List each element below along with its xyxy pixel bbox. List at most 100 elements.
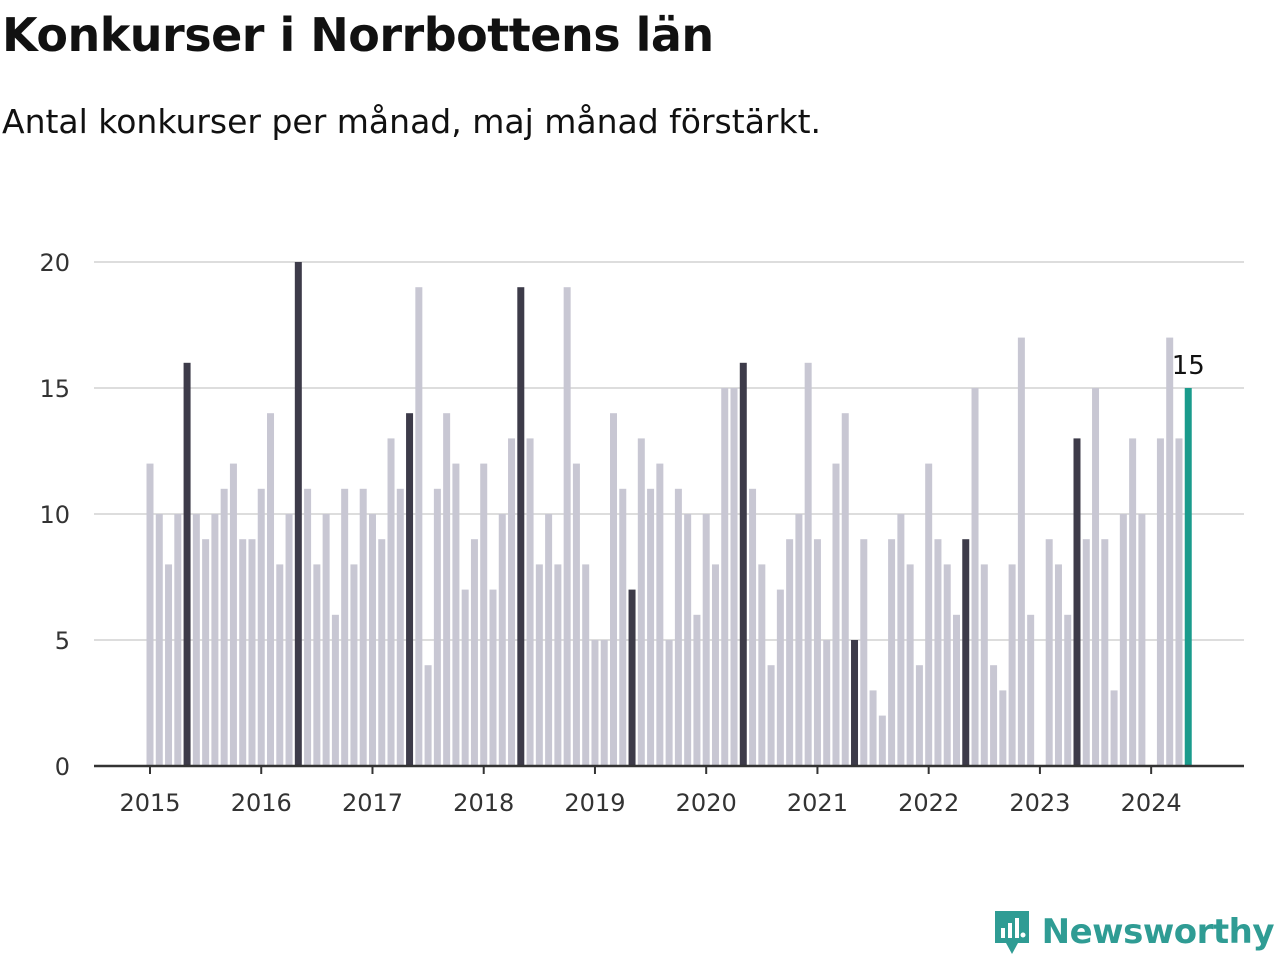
newsworthy-logo-icon [994,911,1029,954]
bar-2023-09 [1110,690,1118,766]
bar-2017-01 [368,514,376,766]
bar-2018-10 [563,287,571,766]
bar-2016-06 [304,488,312,766]
bar-2021-12 [915,665,923,766]
bar-2023-08 [1101,539,1109,766]
chart-subtitle: Antal konkurser per månad, maj månad för… [2,102,822,141]
bar-2016-10 [341,488,349,766]
bar-2019-10 [674,488,682,766]
bar-2022-12 [1027,614,1035,766]
bar-2019-07 [647,488,655,766]
x-tick-label: 2023 [1009,789,1070,817]
bar-2018-04 [508,438,516,766]
bar-2020-12 [804,362,812,766]
bar-2015-03 [165,564,173,766]
bar-2020-01 [702,514,710,766]
bar-2018-08 [545,514,553,766]
bar-2022-10 [1008,564,1016,766]
bar-2021-09 [888,539,896,766]
bar-2018-06 [526,438,534,766]
bar-2022-06 [971,388,979,766]
bar-2024-03 [1166,337,1174,766]
bar-2018-11 [572,463,580,766]
bar-2019-05 [628,589,636,766]
bar-2015-12 [248,539,256,766]
bar-2016-12 [359,488,367,766]
bar-2022-09 [999,690,1007,766]
bar-2015-07 [202,539,210,766]
bar-2017-10 [452,463,460,766]
bar-2017-08 [433,488,441,766]
bar-2020-10 [786,539,794,766]
bar-2015-09 [220,488,228,766]
brand-name: Newsworthy [1041,912,1275,952]
bar-2020-07 [758,564,766,766]
bar-2016-04 [285,514,293,766]
x-tick-label: 2018 [453,789,514,817]
bar-2017-05 [406,413,414,766]
bar-2022-03 [943,564,951,766]
bar-2023-10 [1119,514,1127,766]
bar-2017-12 [470,539,478,766]
bar-2017-07 [424,665,432,766]
bar-2022-02 [934,539,942,766]
bar-2019-01 [591,640,599,766]
latest-value-label: 15 [1172,351,1205,381]
y-tick-label: 10 [39,501,70,529]
x-tick-label: 2020 [676,789,737,817]
bar-2022-05 [962,539,970,766]
bar-2023-06 [1082,539,1090,766]
bar-2016-07 [313,564,321,766]
bar-2021-07 [869,690,877,766]
bar-2015-02 [155,514,163,766]
x-tick-label: 2021 [787,789,848,817]
bar-2019-02 [600,640,608,766]
bar-2020-04 [730,388,738,766]
brand-logo[interactable]: Newsworthy [992,908,1275,956]
bar-2018-12 [582,564,590,766]
bar-2019-09 [665,640,673,766]
bar-2020-11 [795,514,803,766]
bar-2016-11 [350,564,358,766]
bar-2017-02 [378,539,386,766]
bar-2016-05 [294,262,302,766]
bar-2022-04 [952,614,960,766]
bar-2020-08 [767,665,775,766]
x-tick-label: 2015 [119,789,180,817]
bar-2018-01 [480,463,488,766]
bar-2021-05 [851,640,859,766]
bar-2021-10 [897,514,905,766]
bar-2022-11 [1017,337,1025,766]
bar-2023-04 [1064,614,1072,766]
bar-2018-02 [489,589,497,766]
bar-2024-02 [1156,438,1164,766]
chart-title: Konkurser i Norrbottens län [2,8,714,62]
bar-2018-07 [535,564,543,766]
bar-2021-03 [832,463,840,766]
bar-2020-03 [721,388,729,766]
y-tick-label: 5 [55,627,70,655]
bar-2015-06 [192,514,200,766]
bar-2023-05 [1073,438,1081,766]
bar-2023-02 [1045,539,1053,766]
x-tick-label: 2017 [342,789,403,817]
bar-2024-05 [1184,388,1192,766]
bar-2021-02 [823,640,831,766]
bar-2017-04 [396,488,404,766]
bar-2019-12 [693,614,701,766]
bar-2015-05 [183,362,191,766]
bar-2018-03 [498,514,506,766]
bar-2024-04 [1175,438,1183,766]
bar-2019-03 [610,413,617,766]
bar-2015-01 [146,463,154,766]
bar-2021-11 [906,564,914,766]
y-tick-label: 15 [39,375,70,403]
x-tick-label: 2019 [564,789,625,817]
bar-2019-06 [637,438,645,766]
bar-2016-02 [267,413,275,766]
bar-2017-11 [461,589,469,766]
bar-2020-02 [711,564,719,766]
bar-2021-08 [878,715,886,766]
bar-2015-10 [229,463,237,766]
